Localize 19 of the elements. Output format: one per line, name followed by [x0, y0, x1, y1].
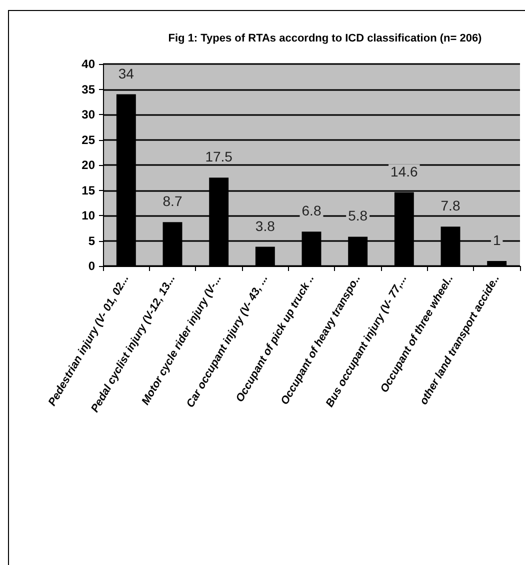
y-tick-label: 5: [88, 234, 96, 248]
y-tick-label: 35: [82, 82, 96, 96]
y-tick-label: 40: [82, 57, 96, 71]
data-label: 7.8: [440, 198, 460, 214]
data-label: 34: [118, 65, 134, 82]
y-tick-label: 20: [82, 158, 96, 172]
data-label: 17.5: [205, 148, 233, 165]
chart-title: Fig 1: Types of RTAs accordng to ICD classification (n= 206): [168, 32, 482, 44]
y-tick-label: 25: [82, 132, 96, 147]
data-label: 1: [492, 232, 501, 248]
y-tick-label: 10: [82, 208, 96, 222]
data-label: 3.8: [255, 218, 276, 234]
data-label: 8.7: [162, 193, 182, 210]
data-label: 14.6: [390, 163, 418, 180]
y-tick-label: 0: [88, 259, 96, 273]
y-tick-label: 15: [82, 183, 96, 198]
data-label: 5.8: [348, 208, 368, 224]
y-tick-label: 30: [82, 108, 96, 122]
data-label: 6.8: [302, 202, 322, 219]
